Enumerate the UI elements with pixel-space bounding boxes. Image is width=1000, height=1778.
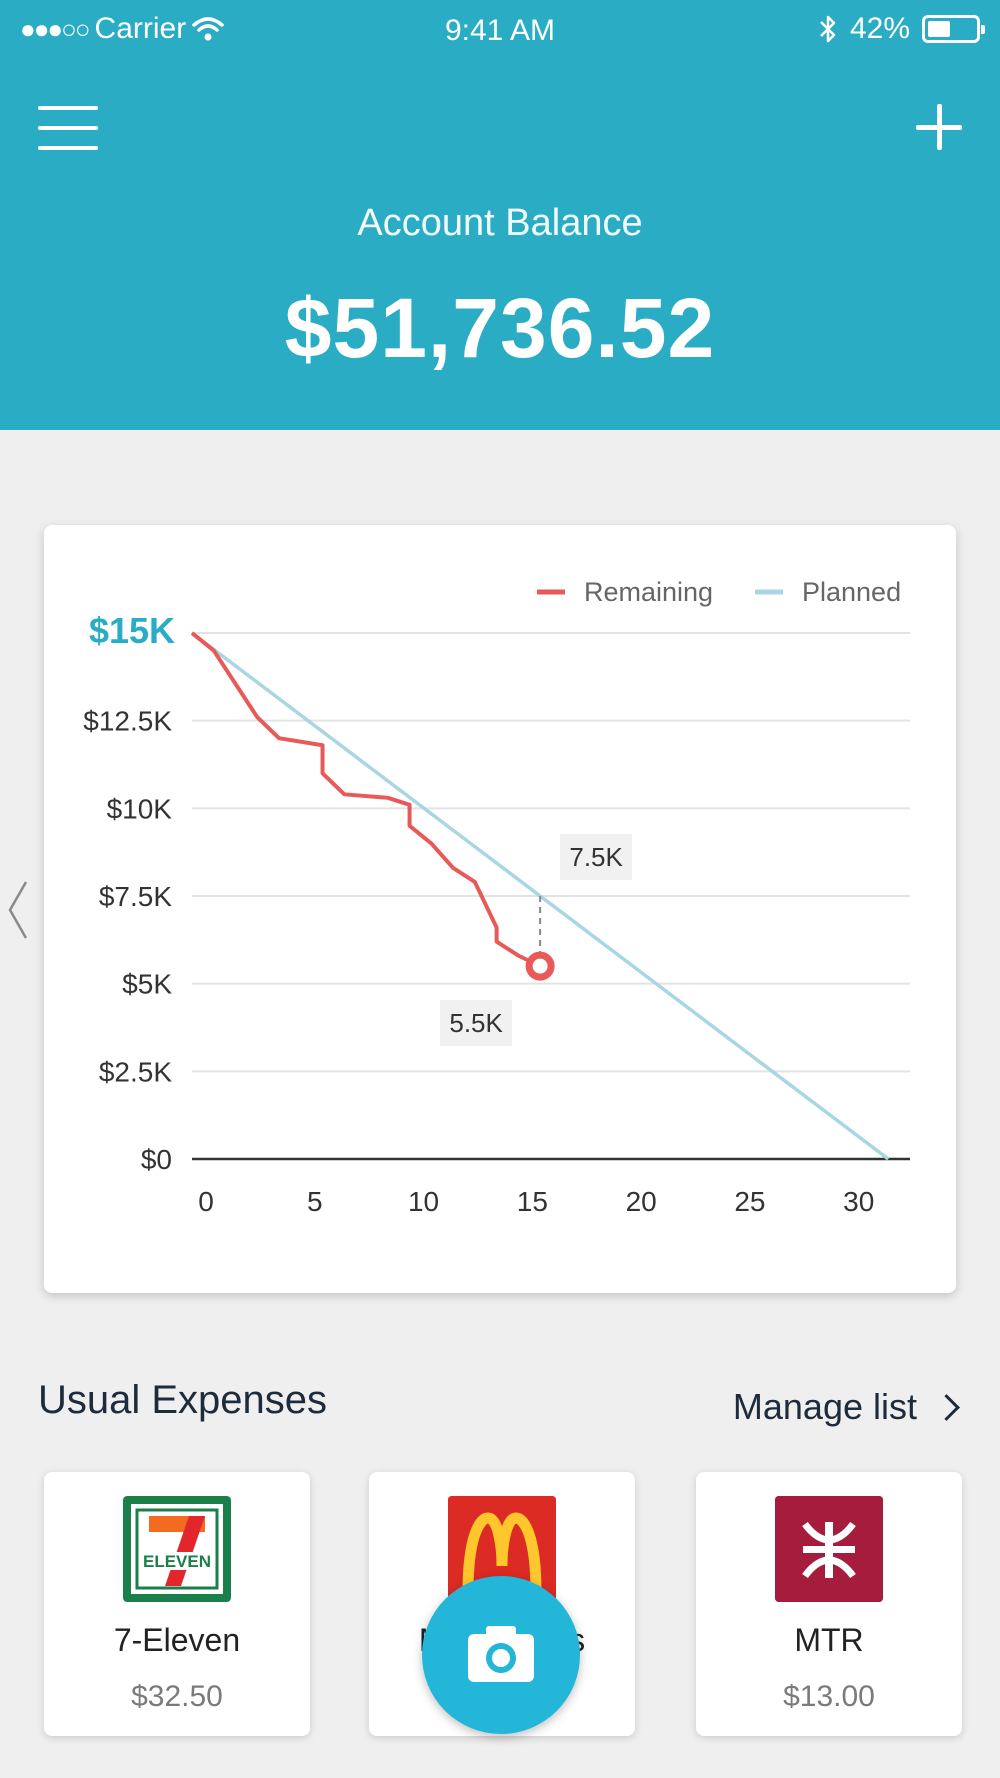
expense-name: MTR: [794, 1622, 864, 1658]
bluetooth-icon: [820, 15, 836, 43]
battery-percent: 42%: [849, 12, 910, 45]
status-time: 9:41 AM: [444, 14, 556, 47]
annotation-box-remaining: [440, 1000, 513, 1047]
manage-list-label: Manage list: [732, 1386, 917, 1427]
x-tick-label: 20: [626, 1186, 657, 1217]
seven-eleven-logo: ELEVEN: [123, 1496, 231, 1602]
status-bar: ●●●○○ Carrier 9:41 AM 42%: [0, 0, 1000, 64]
legend-label-remaining: Remaining: [584, 577, 713, 607]
y-tick-label: $10K: [107, 793, 173, 824]
chevron-left-icon[interactable]: [6, 878, 30, 942]
legend-label-planned: Planned: [802, 577, 901, 607]
camera-icon: [468, 1626, 534, 1682]
chevron-right-icon: [933, 1393, 960, 1421]
signal-icon: ●●●○○: [20, 13, 91, 44]
carrier-label: Carrier: [94, 12, 187, 45]
camera-fab-button[interactable]: [422, 1576, 580, 1734]
annotation-box-planned: [560, 834, 633, 880]
balance-label: Account Balance: [357, 202, 643, 244]
expense-amount: $13.00: [783, 1680, 875, 1713]
x-tick-label: 0: [198, 1186, 214, 1217]
x-tick-label: 30: [843, 1186, 874, 1217]
current-point-marker: [525, 951, 555, 981]
expense-card-mtr[interactable]: MTR $13.00: [696, 1472, 962, 1736]
y-tick-label: $0: [141, 1144, 172, 1175]
annotation-label-planned: 7.5K: [569, 842, 623, 872]
expense-card-7eleven[interactable]: ELEVEN 7-Eleven $32.50: [44, 1472, 310, 1736]
plus-icon[interactable]: [912, 100, 966, 154]
hamburger-menu-icon[interactable]: [38, 104, 100, 152]
wifi-icon: [192, 17, 224, 41]
expense-amount: $32.50: [131, 1680, 223, 1713]
annotation-label-remaining: 5.5K: [449, 1008, 503, 1038]
app-header: ●●●○○ Carrier 9:41 AM 42% Account Balanc…: [0, 0, 1000, 430]
mtr-logo: [775, 1496, 883, 1602]
y-tick-label: $12.5K: [83, 706, 172, 737]
budget-chart: $0 $2.5K $5K $7.5K $10K $12.5K $15K 0 5 10 15 20 25 3…: [83, 577, 910, 1217]
y-tick-label: $15K: [89, 610, 175, 651]
balance-value: $51,736.52: [284, 281, 716, 375]
x-tick-label: 25: [734, 1186, 765, 1217]
x-tick-label: 15: [517, 1186, 548, 1217]
y-tick-label: $2.5K: [99, 1056, 172, 1087]
x-tick-label: 10: [408, 1186, 439, 1217]
seven-eleven-logo-text: ELEVEN: [143, 1552, 211, 1571]
battery-icon: [922, 15, 985, 43]
usual-expenses-title: Usual Expenses: [38, 1378, 328, 1422]
y-tick-label: $7.5K: [99, 881, 172, 912]
remaining-series-line: [190, 631, 541, 968]
y-tick-label: $5K: [122, 969, 172, 1000]
expense-name: 7-Eleven: [113, 1622, 241, 1658]
x-tick-label: 5: [307, 1186, 323, 1217]
manage-list-link[interactable]: Manage list: [732, 1386, 960, 1428]
budget-chart-card: $0 $2.5K $5K $7.5K $10K $12.5K $15K 0 5 10 15 20 25 3…: [44, 525, 956, 1293]
